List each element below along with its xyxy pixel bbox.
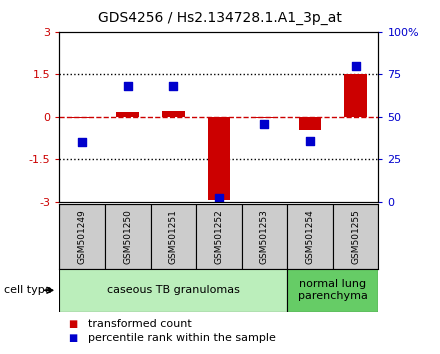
Bar (71, 117, 94, 118)
Bar (208, 117, 230, 200)
Bar (105, 204, 150, 269)
Bar (287, 204, 333, 269)
Bar (162, 110, 185, 117)
Text: ■: ■ (68, 333, 77, 343)
Bar (196, 204, 242, 269)
Text: percentile rank within the sample: percentile rank within the sample (88, 333, 276, 343)
Text: ■: ■ (68, 319, 77, 329)
Text: transformed count: transformed count (88, 319, 192, 329)
Point (124, 84, 131, 89)
Bar (242, 204, 287, 269)
Bar (287, 269, 378, 312)
Point (352, 63, 359, 69)
Text: GDS4256 / Hs2.134728.1.A1_3p_at: GDS4256 / Hs2.134728.1.A1_3p_at (98, 11, 342, 25)
Bar (59, 204, 105, 269)
Text: GSM501254: GSM501254 (305, 209, 315, 264)
Text: GSM501252: GSM501252 (214, 209, 224, 264)
Point (216, 195, 223, 201)
Text: GSM501249: GSM501249 (78, 209, 87, 264)
Text: normal lung
parenchyma: normal lung parenchyma (298, 279, 368, 301)
Text: cell type: cell type (4, 285, 52, 295)
Bar (59, 269, 287, 312)
Point (79, 139, 86, 145)
Point (170, 84, 177, 89)
Point (261, 121, 268, 126)
Bar (344, 74, 367, 117)
Bar (253, 117, 276, 118)
Text: GSM501253: GSM501253 (260, 209, 269, 264)
Bar (333, 204, 378, 269)
Point (307, 138, 314, 143)
Text: GSM501251: GSM501251 (169, 209, 178, 264)
Bar (116, 112, 139, 117)
Bar (150, 204, 196, 269)
Text: GSM501255: GSM501255 (351, 209, 360, 264)
Text: caseous TB granulomas: caseous TB granulomas (107, 285, 240, 295)
Text: GSM501250: GSM501250 (123, 209, 132, 264)
Bar (299, 117, 322, 130)
